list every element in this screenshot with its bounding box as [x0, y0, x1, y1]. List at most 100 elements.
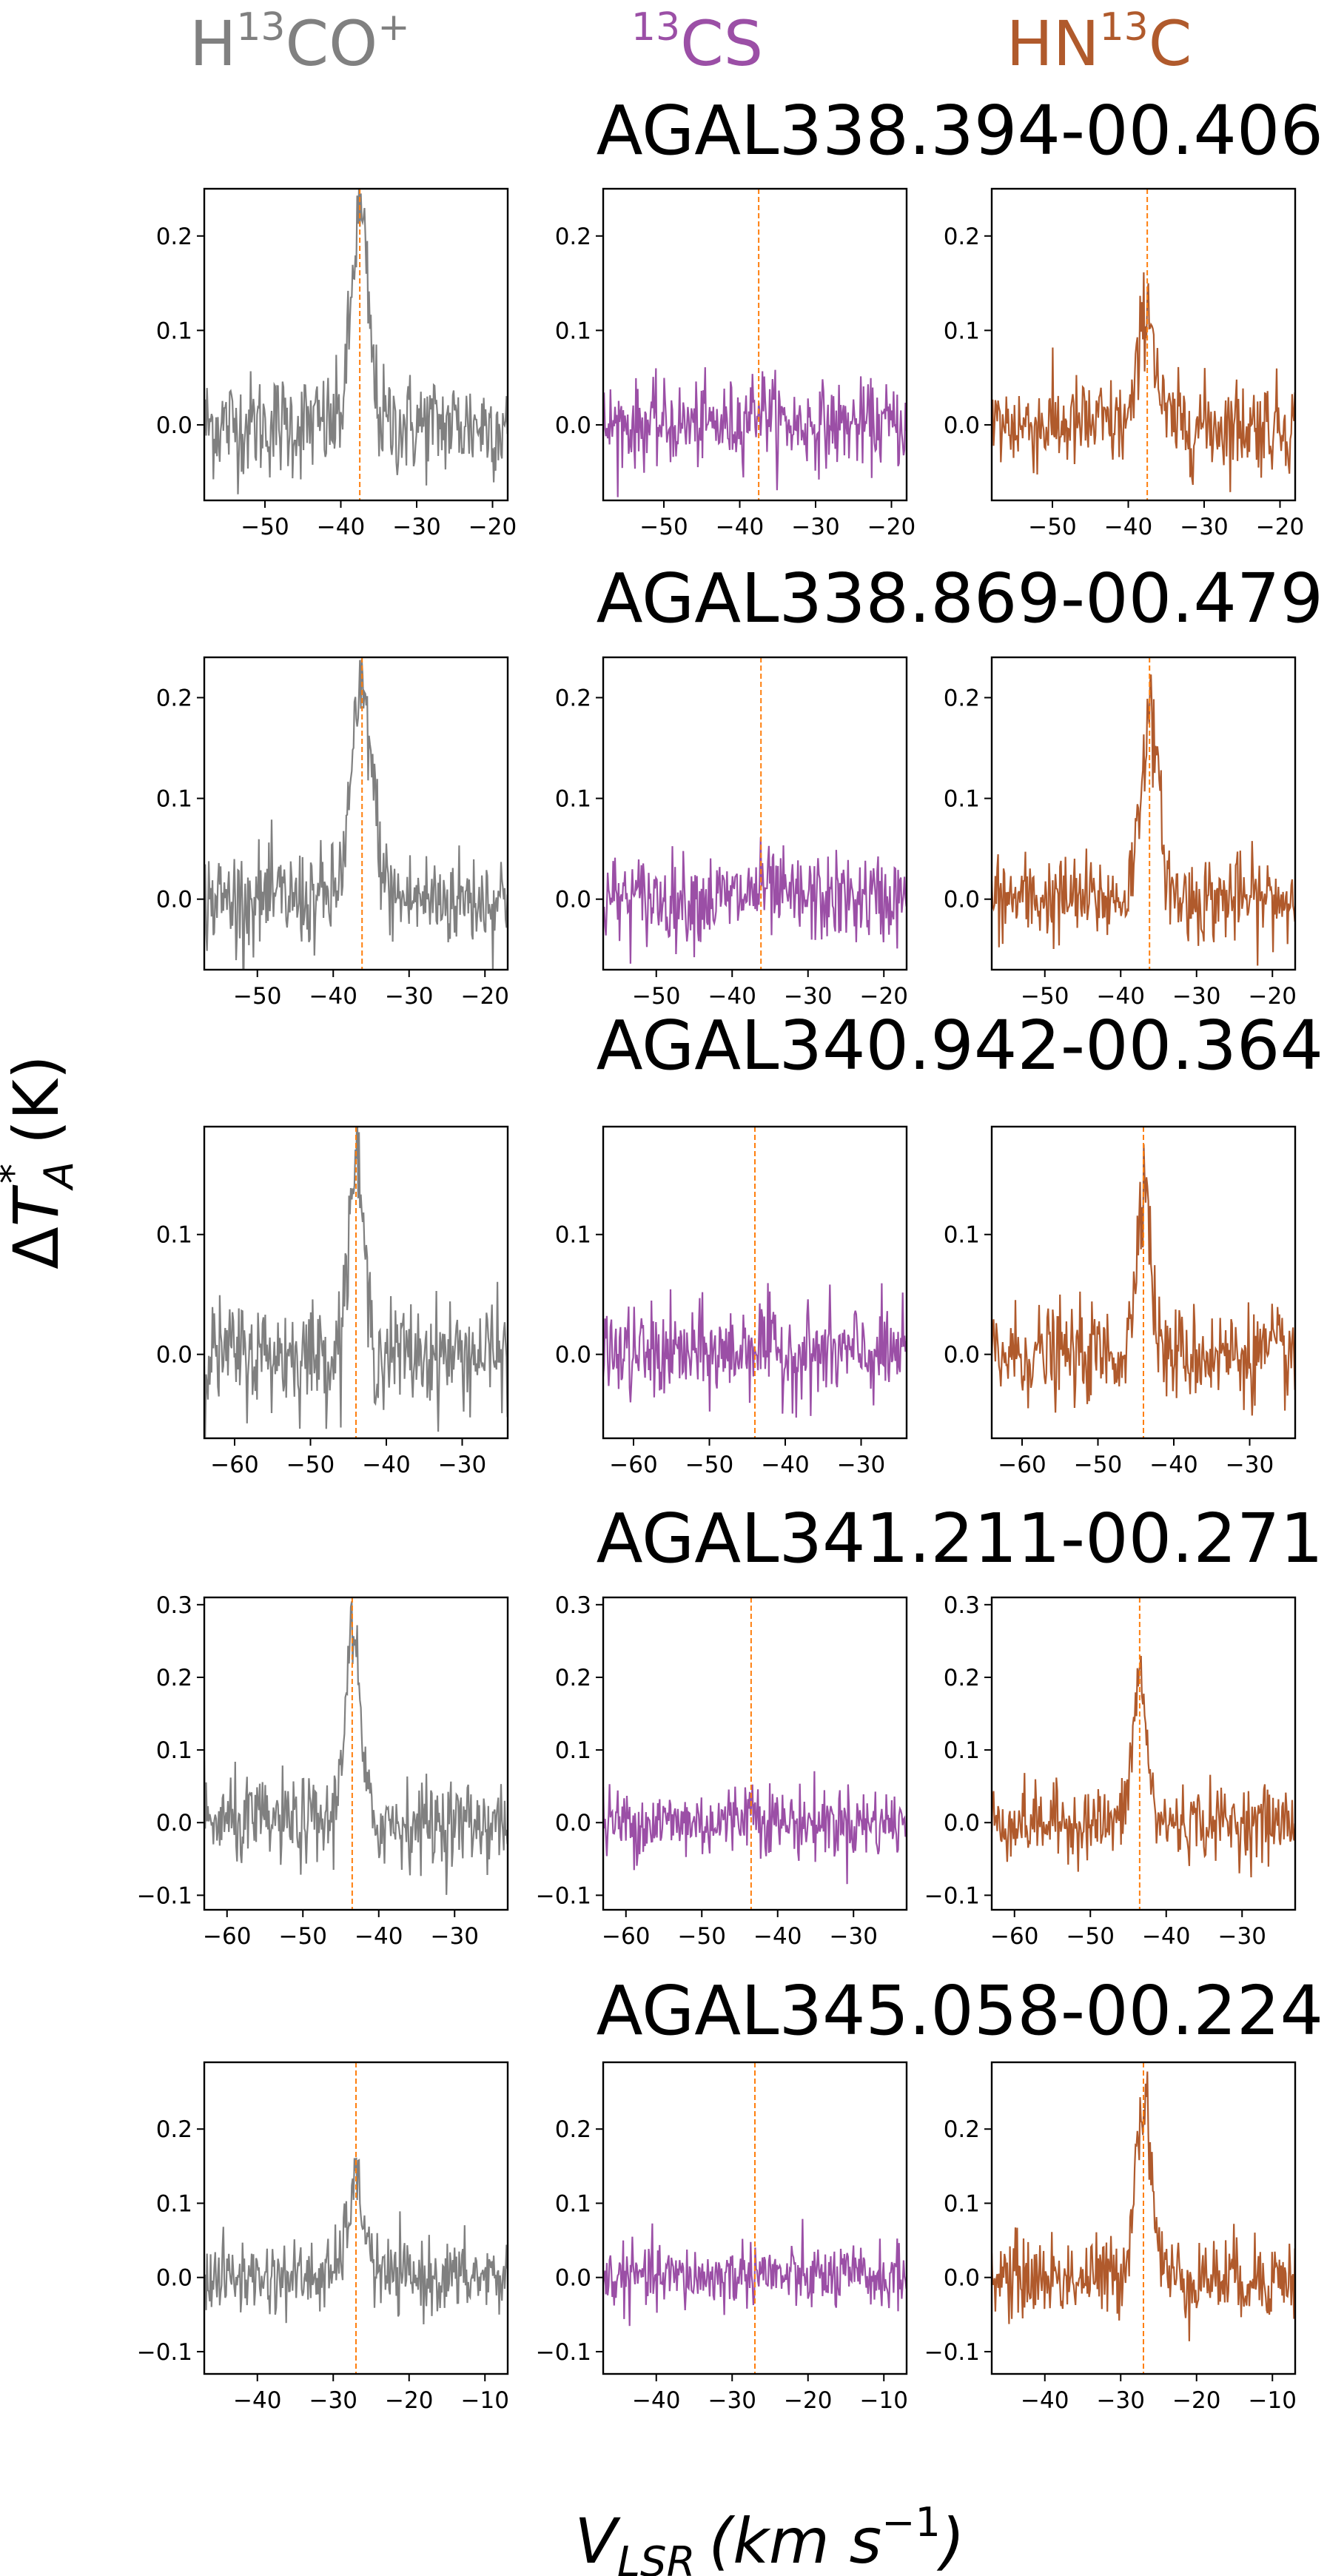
- spectrum-line: [992, 272, 1295, 492]
- y-tick-label: 0.0: [944, 412, 980, 439]
- xlabel-open: (km s: [709, 2505, 882, 2576]
- y-tick-label: −0.1: [137, 2339, 192, 2366]
- xlabel-sub: LSR: [617, 2538, 696, 2576]
- spectrum-panel: −50 −40 −30 −20 0.0 0.1 0.2: [944, 187, 1304, 540]
- col0-sup: 13: [236, 5, 285, 50]
- x-tick-label: −50: [233, 983, 281, 1010]
- panel-frame: [203, 1596, 509, 1911]
- spectrum-line: [204, 189, 508, 494]
- x-tick-label: −60: [210, 1452, 258, 1478]
- spectrum-panel: −60 −50 −40 −30 −0.1 0.0 0.1 0.2 0.3: [137, 1592, 509, 1950]
- x-axis-label: VLSR (km s−1): [574, 2499, 964, 2576]
- spectrum-line: [603, 1771, 907, 1885]
- y-tick-label: 0.0: [944, 2265, 980, 2292]
- x-tick-label: −60: [602, 1923, 650, 1950]
- x-tick-label: −40: [716, 514, 764, 540]
- panel-frame: [602, 187, 908, 502]
- x-tick-label: −10: [461, 2387, 509, 2414]
- panel-frame: [990, 656, 1297, 971]
- spectrum-panel: −50 −40 −30 −20 0.0 0.1 0.2: [156, 656, 509, 1010]
- spectrum-line: [603, 367, 907, 497]
- x-tick-label: −20: [867, 514, 916, 540]
- x-tick-label: −50: [685, 1452, 733, 1478]
- x-tick-label: −30: [784, 983, 832, 1010]
- spectrum-panel: −60 −50 −40 −30 −0.1 0.0 0.1 0.2 0.3: [536, 1592, 908, 1950]
- x-tick-label: −30: [392, 514, 440, 540]
- x-tick-label: −40: [1021, 2387, 1069, 2414]
- x-tick-label: −50: [1028, 514, 1076, 540]
- x-tick-label: −40: [309, 983, 357, 1010]
- col2-base: HN: [1007, 7, 1100, 80]
- x-tick-label: −40: [1097, 983, 1145, 1010]
- y-tick-label: 0.2: [944, 2116, 980, 2143]
- y-tick-label: 0.2: [156, 224, 192, 250]
- panel-frame: [990, 2061, 1297, 2375]
- y-tick-label: 0.2: [156, 685, 192, 711]
- spectrum-line: [603, 837, 907, 964]
- x-tick-label: −60: [990, 1923, 1038, 1950]
- panel-frame: [990, 1125, 1297, 1440]
- column-header-h13co: H13CO+: [189, 5, 410, 80]
- col1-rest: CS: [680, 7, 763, 80]
- source-title: AGAL338.394-00.406: [597, 91, 1323, 170]
- x-tick-label: −30: [830, 1923, 878, 1950]
- spectrum-panel: −40 −30 −20 −10 −0.1 0.0 0.1 0.2: [924, 2061, 1297, 2414]
- y-tick-label: −0.1: [536, 1882, 591, 1909]
- x-tick-label: −40: [317, 514, 365, 540]
- column-header-hn13c: HN13C: [1007, 5, 1192, 80]
- x-tick-label: −50: [1066, 1923, 1115, 1950]
- y-tick-label: 0.0: [944, 887, 980, 913]
- y-tick-label: 0.0: [156, 1810, 192, 1837]
- x-tick-label: −10: [860, 2387, 908, 2414]
- x-tick-label: −60: [203, 1923, 251, 1950]
- x-tick-label: −20: [468, 514, 517, 540]
- spectrum-panel: −40 −30 −20 −10 −0.1 0.0 0.1 0.2: [137, 2061, 509, 2414]
- spectrum-line: [992, 1655, 1295, 1878]
- col1-sup: 13: [631, 5, 680, 50]
- spectrum-panel: −60 −50 −40 −30 −0.1 0.0 0.1 0.2 0.3: [924, 1592, 1297, 1950]
- x-tick-label: −40: [233, 2387, 281, 2414]
- y-tick-label: 0.1: [156, 1222, 192, 1249]
- y-tick-label: 0.0: [156, 887, 192, 913]
- col0-rest: CO: [285, 7, 377, 80]
- ylabel-sup: *: [0, 1164, 36, 1184]
- x-tick-label: −50: [286, 1452, 335, 1478]
- y-tick-label: −0.1: [536, 2339, 591, 2366]
- x-tick-label: −20: [1249, 983, 1297, 1010]
- y-tick-label: 0.0: [156, 412, 192, 439]
- col0-base: H: [189, 7, 236, 80]
- y-tick-label: 0.1: [156, 1737, 192, 1764]
- x-tick-label: −20: [860, 983, 908, 1010]
- x-tick-label: −50: [632, 983, 680, 1010]
- y-tick-label: 0.0: [156, 1342, 192, 1369]
- y-tick-label: 0.2: [944, 224, 980, 250]
- y-tick-label: 0.2: [555, 224, 591, 250]
- source-title: AGAL340.942-00.364: [597, 1006, 1323, 1085]
- y-tick-label: 0.0: [944, 1810, 980, 1837]
- x-tick-label: −40: [1149, 1452, 1197, 1478]
- spectrum-panel: −60 −50 −40 −30 0.0 0.1: [156, 1125, 509, 1478]
- x-tick-label: −50: [678, 1923, 726, 1950]
- x-tick-label: −20: [784, 2387, 832, 2414]
- spectrum-line: [603, 2218, 907, 2327]
- spectrum-line: [204, 1601, 508, 1895]
- spectrum-panel: −50 −40 −30 −20 0.0 0.1 0.2: [944, 656, 1297, 1010]
- x-tick-label: −40: [632, 2387, 680, 2414]
- y-tick-label: 0.0: [555, 412, 591, 439]
- xlabel-v: V: [574, 2505, 621, 2576]
- source-title: AGAL345.058-00.224: [597, 1971, 1323, 2050]
- x-tick-label: −40: [362, 1452, 410, 1478]
- x-tick-label: −40: [1104, 514, 1152, 540]
- panel-frame: [203, 187, 509, 502]
- ylabel-unit: (K): [0, 1055, 73, 1144]
- spectrum-panel: −50 −40 −30 −20 0.0 0.1 0.2: [555, 656, 908, 1010]
- y-tick-label: 0.2: [944, 685, 980, 711]
- spectrum-line: [992, 674, 1295, 966]
- panel-frame: [203, 2061, 509, 2375]
- y-tick-label: 0.1: [944, 786, 980, 813]
- y-tick-label: −0.1: [137, 1882, 192, 1909]
- x-tick-label: −20: [1256, 514, 1304, 540]
- y-tick-label: 0.0: [555, 2265, 591, 2292]
- y-tick-label: 0.1: [555, 2190, 591, 2217]
- y-tick-label: 0.1: [555, 786, 591, 813]
